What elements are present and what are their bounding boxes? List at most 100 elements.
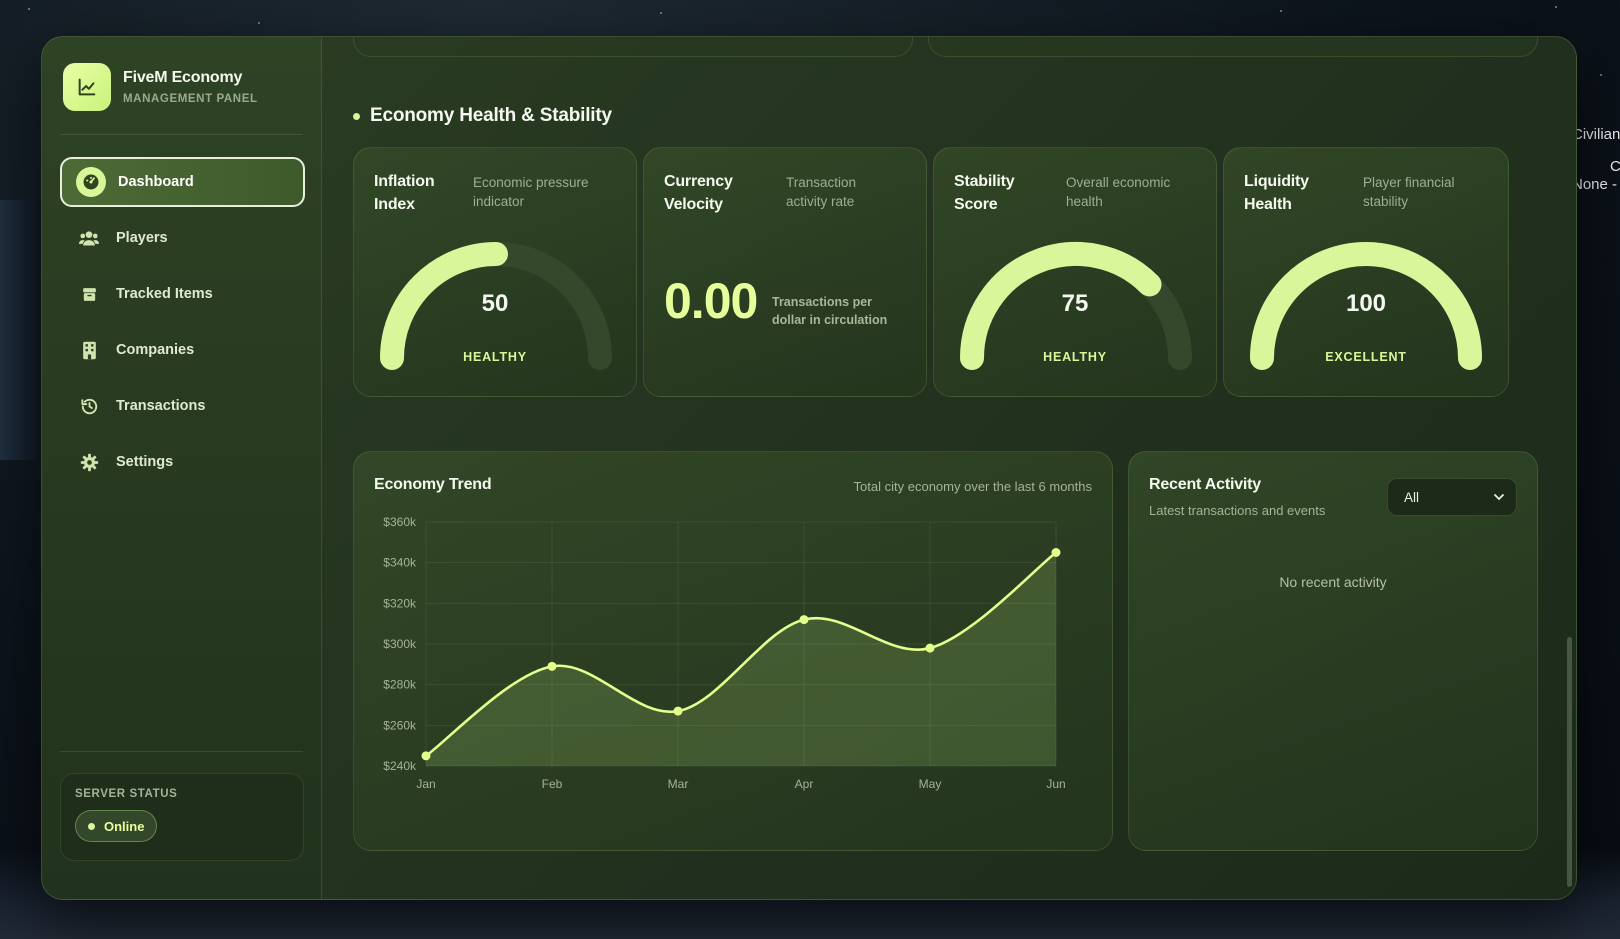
gauge-label: HEALTHY: [463, 350, 527, 364]
card-title: Inflation Index: [374, 173, 435, 213]
data-point: [421, 751, 431, 761]
chevron-down-icon: [1494, 493, 1504, 500]
status-dot-icon: [88, 822, 95, 830]
sidebar-item-settings[interactable]: Settings: [60, 437, 305, 487]
chart-line-icon: [63, 63, 111, 111]
gauge-fill: [380, 242, 508, 370]
background-star: [1555, 6, 1557, 8]
sidebar-item-label: Transactions: [116, 398, 206, 414]
section-title: Economy Health & Stability: [353, 105, 612, 127]
status-value: Online: [104, 818, 145, 834]
management-panel: FiveM Economy MANAGEMENT PANEL Dashboard…: [41, 36, 1577, 900]
card-description: Economic pressure indicator: [473, 175, 589, 209]
recent-activity-card: Recent Activity Latest transactions and …: [1128, 451, 1538, 851]
gauge-value: 100: [1345, 290, 1387, 317]
activity-empty-state: No recent activity: [1279, 574, 1387, 590]
status-badge: Online: [75, 810, 158, 842]
y-tick-label: $340k: [383, 556, 417, 570]
sidebar-item-players[interactable]: Players: [60, 213, 305, 263]
data-point: [799, 615, 809, 625]
economy-trend-card: Economy Trend Total city economy over th…: [353, 451, 1113, 851]
background-text: Civilian: [1572, 126, 1620, 143]
gauge-label: EXCELLENT: [1325, 350, 1407, 364]
currency-velocity-card: Currency Velocity Transaction activity rat…: [643, 147, 927, 397]
y-tick-label: $240k: [383, 759, 417, 773]
card-title: Stability Score: [954, 173, 1015, 213]
y-tick-label: $360k: [383, 515, 417, 529]
gauge-fill: [1250, 242, 1482, 370]
stability-score-card: Stability Score Overall economic health 75…: [933, 147, 1217, 397]
y-tick-label: $320k: [383, 596, 417, 610]
background-text: None -: [1572, 176, 1618, 193]
sidebar-item-transactions[interactable]: Transactions: [60, 381, 305, 431]
liquidity-gauge: [1250, 242, 1482, 370]
x-tick-label: Jun: [1046, 777, 1065, 791]
sidebar-item-dashboard[interactable]: Dashboard: [60, 157, 305, 207]
x-tick-label: May: [919, 777, 942, 791]
divider: [60, 134, 303, 135]
activity-subtitle: Latest transactions and events: [1149, 503, 1326, 518]
card-title: Liquidity Health: [1244, 173, 1309, 213]
server-status-box: SERVER STATUS Online: [60, 773, 304, 861]
activity-filter-select[interactable]: All: [1387, 478, 1517, 516]
history-icon: [78, 395, 100, 417]
bullet-icon: [353, 112, 360, 120]
card-title: Currency Velocity: [664, 173, 733, 213]
y-tick-label: $260k: [383, 718, 417, 732]
top-card-partial: [928, 37, 1538, 57]
background-star: [1280, 10, 1282, 12]
building-icon: [78, 339, 100, 361]
top-card-partial: [353, 37, 913, 57]
x-tick-label: Apr: [795, 777, 814, 791]
box-icon: [78, 283, 100, 305]
velocity-description: Transactions per dollar in circulation: [772, 295, 888, 327]
divider: [60, 751, 303, 752]
scrollbar[interactable]: [1567, 637, 1572, 887]
sidebar-nav: Dashboard Players Tracked Items Companie…: [60, 157, 305, 493]
trend-subtitle: Total city economy over the last 6 month…: [853, 479, 1092, 494]
activity-filter-value: All: [1404, 489, 1420, 505]
gear-icon: [78, 451, 100, 473]
sidebar-item-companies[interactable]: Companies: [60, 325, 305, 375]
y-tick-label: $300k: [383, 637, 417, 651]
trend-area: [426, 552, 1056, 766]
card-description: Transaction activity rate: [786, 175, 857, 209]
card-description: Player financial stability: [1363, 175, 1455, 209]
background-scene-left: [0, 200, 44, 460]
data-point: [925, 643, 935, 653]
section-title-text: Economy Health & Stability: [370, 105, 612, 126]
gauge-fill: [960, 242, 1162, 370]
gauge-value: 75: [1061, 290, 1089, 317]
inflation-index-card: Inflation Index Economic pressure indicato…: [353, 147, 637, 397]
background-star: [28, 8, 30, 10]
gauge-label: HEALTHY: [1043, 350, 1107, 364]
data-point: [1051, 548, 1061, 557]
activity-title: Recent Activity: [1149, 476, 1262, 493]
background-star: [258, 22, 260, 24]
data-point: [673, 706, 683, 716]
trend-line: [425, 551, 1057, 757]
gauge-value: 50: [481, 290, 509, 317]
y-tick-label: $280k: [383, 678, 417, 692]
x-tick-label: Mar: [668, 777, 689, 791]
sidebar-item-label: Tracked Items: [116, 286, 213, 302]
stability-gauge: [960, 242, 1192, 370]
users-icon: [78, 227, 100, 249]
brand-title: FiveM Economy: [123, 69, 243, 86]
background-star: [1600, 74, 1602, 76]
liquidity-health-card: Liquidity Health Player financial stabilit…: [1223, 147, 1509, 397]
sidebar-item-label: Players: [116, 230, 168, 246]
x-tick-label: Jan: [416, 777, 435, 791]
economy-trend-chart: $360k $340k $320k $300k $280k $260k $240k Jan Fe…: [383, 515, 1065, 791]
brand-subtitle: MANAGEMENT PANEL: [123, 93, 258, 105]
background-star: [660, 12, 662, 14]
sidebar-item-tracked-items[interactable]: Tracked Items: [60, 269, 305, 319]
sidebar-item-label: Companies: [116, 342, 195, 358]
velocity-value: 0.00: [664, 273, 758, 329]
dashboard-gauge-icon: [76, 167, 106, 197]
card-description: Overall economic health: [1066, 175, 1171, 209]
x-tick-label: Feb: [542, 777, 563, 791]
sidebar: FiveM Economy MANAGEMENT PANEL Dashboard…: [42, 37, 322, 899]
server-status-title: SERVER STATUS: [75, 788, 178, 800]
inflation-gauge: [380, 242, 612, 370]
